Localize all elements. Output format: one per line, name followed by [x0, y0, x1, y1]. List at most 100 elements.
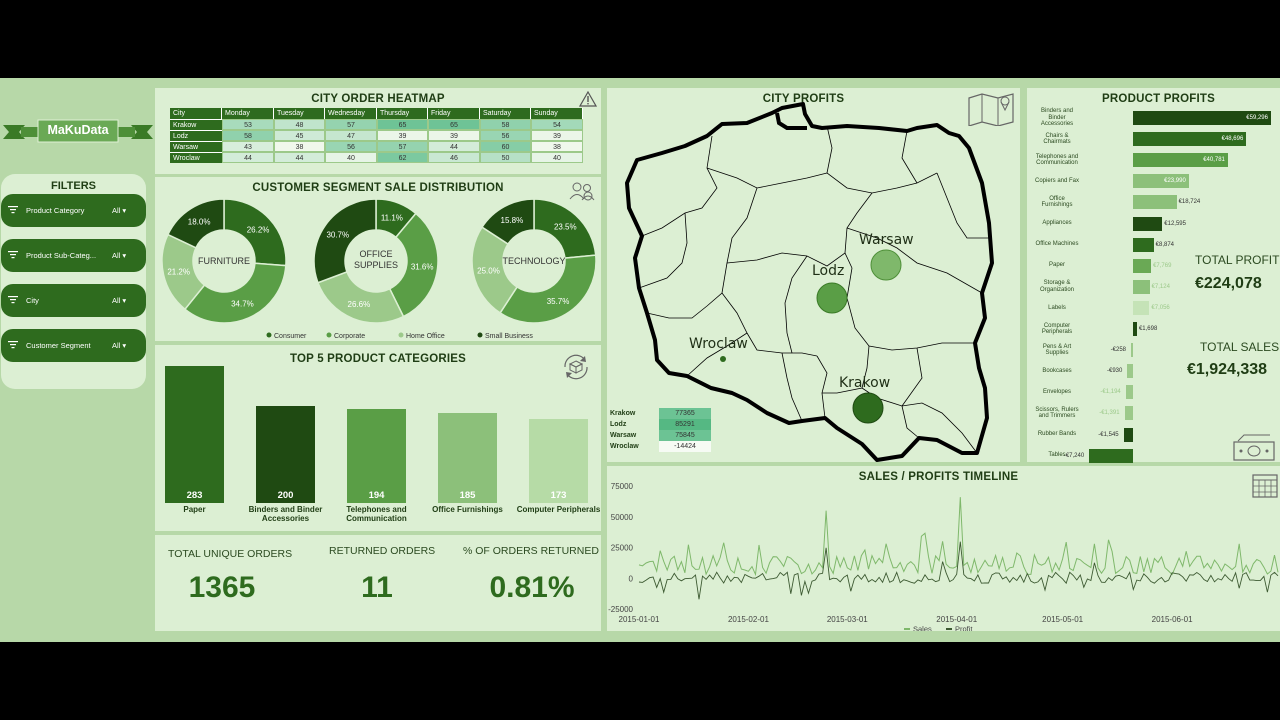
map-label-warsaw: Warsaw	[859, 232, 914, 248]
heatmap-value-cell: 40	[531, 152, 583, 163]
profit-line	[638, 541, 1279, 600]
filter-value[interactable]: All ▾	[112, 296, 127, 305]
donut-slice-label: 30.7%	[326, 231, 349, 240]
heatmap-value-cell: 44	[222, 152, 274, 163]
product-profit-category: Binders and Binder Accessories	[1040, 108, 1074, 128]
heatmap-value-cell: 44	[274, 152, 325, 163]
filter-label: City	[26, 296, 39, 305]
heatmap-value-cell: 50	[480, 152, 531, 163]
filter-icon	[8, 341, 18, 349]
heatmap-city-cell: Wroclaw	[170, 152, 222, 163]
heatmap-city-cell: Lodz	[170, 130, 222, 141]
map-icon	[968, 93, 1014, 126]
heatmap-value-cell: 54	[531, 119, 583, 130]
product-profit-bar	[1125, 385, 1133, 400]
top5-bar	[165, 366, 224, 503]
top5-bar-category: Computer Peripherals	[516, 505, 601, 514]
product-profit-bar	[1133, 237, 1154, 252]
top5-title: TOP 5 PRODUCT CATEGORIES	[289, 353, 467, 365]
product-profit-value: €7,124	[1151, 283, 1170, 290]
product-profit-bar	[1133, 258, 1152, 273]
top5-bar	[347, 409, 406, 503]
product-profit-bar	[1133, 300, 1150, 315]
product-profit-value: -€1,545	[1098, 431, 1119, 438]
product-profits-title: PRODUCT PROFITS	[1102, 93, 1215, 105]
product-profit-value: -€1,391	[1099, 410, 1120, 417]
product-profit-category: Scissors, Rulers and Trimmers	[1035, 406, 1079, 420]
returned-orders-value: 11	[361, 571, 393, 604]
heatmap-header-cell: City	[170, 108, 222, 119]
timeline-y-tick: -25000	[608, 605, 633, 614]
product-profit-bar	[1089, 448, 1133, 463]
product-profit-category: Copiers and Fax	[1034, 178, 1080, 185]
kpi-panel: TOTAL UNIQUE ORDERS 1365 RETURNED ORDERS…	[155, 535, 601, 631]
product-profit-category: Rubber Bands	[1037, 431, 1077, 438]
top5-bar-value: 194	[368, 490, 385, 501]
calendar-icon	[1252, 474, 1278, 498]
heatmap-panel: CITY ORDER HEATMAP City Monday Tuesday Wedn…	[155, 88, 601, 174]
filter-customer-segment[interactable]: Customer Segment All ▾	[1, 329, 146, 362]
product-profit-bar	[1133, 216, 1163, 231]
filter-product-category[interactable]: Product Category All ▾	[1, 194, 146, 227]
heatmap-value-cell: 60	[480, 141, 531, 152]
filter-city[interactable]: City All ▾	[1, 284, 146, 317]
filter-value[interactable]: All ▾	[112, 206, 127, 215]
product-profit-value: €12,595	[1164, 220, 1186, 227]
product-profit-bar	[1133, 111, 1271, 125]
timeline-legend-label: Sales	[913, 625, 932, 632]
sales-line	[638, 497, 1279, 577]
donut-slice	[481, 198, 535, 246]
product-profit-value: -€7,240	[1063, 452, 1085, 459]
heatmap-value-cell: 62	[377, 152, 428, 163]
heatmap-header-cell: Sunday	[531, 108, 583, 119]
total-sales-label: TOTAL SALES	[1200, 340, 1280, 354]
legend-label: Small Business	[485, 333, 533, 340]
filter-icon	[8, 206, 18, 214]
timeline-title: SALES / PROFITS TIMELINE	[858, 471, 1019, 483]
product-profit-category: Appliances	[1042, 220, 1072, 227]
city-profits-panel: CITY PROFITS	[607, 88, 1020, 462]
city-table-value: 75845	[659, 430, 711, 441]
legend-marker	[326, 332, 332, 338]
legend-label: Home Office	[406, 333, 445, 340]
donut-center-label: OFFICE	[360, 249, 393, 259]
product-profit-bar	[1123, 427, 1133, 442]
heatmap-value-cell: 65	[428, 119, 480, 130]
top5-bar-value: 283	[186, 490, 203, 501]
city-table-value: 77365	[659, 408, 711, 419]
filter-value[interactable]: All ▾	[112, 341, 127, 350]
product-profits-panel: PRODUCT PROFITS Binders and Binder Acces…	[1027, 88, 1280, 463]
filter-product-sub-category[interactable]: Product Sub-Categ... All ▾	[1, 239, 146, 272]
dashboard: MaKuData FILTERS Product Category All ▾ …	[0, 78, 1280, 642]
heatmap-value-cell: 39	[428, 130, 480, 141]
heatmap-value-cell: 39	[377, 130, 428, 141]
heatmap-value-cell: 38	[274, 141, 325, 152]
top5-bar-category: Binders and Binder Accessories	[248, 505, 323, 523]
heatmap-header-cell: Saturday	[480, 108, 531, 119]
ribbon-icon	[3, 119, 153, 143]
top5-bar-value: 185	[459, 490, 476, 501]
product-profit-bar	[1133, 153, 1228, 168]
heatmap-city-cell: Krakow	[170, 119, 222, 130]
segment-donuts: 26.2% 34.7% 21.2% 18.0% FURNITURE 11.1% 31.6% 2…	[161, 198, 597, 340]
heatmap-value-cell: 57	[325, 119, 377, 130]
segment-panel: CUSTOMER SEGMENT SALE DISTRIBUTION 26.2%…	[155, 177, 601, 341]
product-profit-value: €1,698	[1138, 326, 1158, 332]
city-table-value: 85291	[659, 419, 711, 430]
pct-returned-label: % OF ORDERS RETURNED	[463, 545, 599, 557]
heatmap-value-cell: 58	[480, 119, 531, 130]
filter-value[interactable]: All ▾	[112, 251, 127, 260]
product-profit-value: €48,696	[1221, 136, 1244, 143]
product-profit-value: €7,056	[1151, 304, 1170, 311]
top5-bar-value: 173	[550, 490, 567, 501]
product-profit-value: -€930	[1107, 368, 1123, 375]
top5-panel: TOP 5 PRODUCT CATEGORIES 283 Paper 200 Bind…	[155, 345, 601, 531]
filter-icon	[8, 251, 18, 259]
heatmap-value-cell: 43	[222, 141, 274, 152]
product-profit-category: Computer Peripherals	[1041, 322, 1073, 336]
users-icon	[569, 182, 595, 201]
donut-slice	[316, 270, 405, 324]
timeline-legend-label: Profit	[955, 625, 973, 632]
filter-label: Product Category	[26, 206, 85, 215]
logo-banner: MaKuData	[3, 118, 153, 146]
